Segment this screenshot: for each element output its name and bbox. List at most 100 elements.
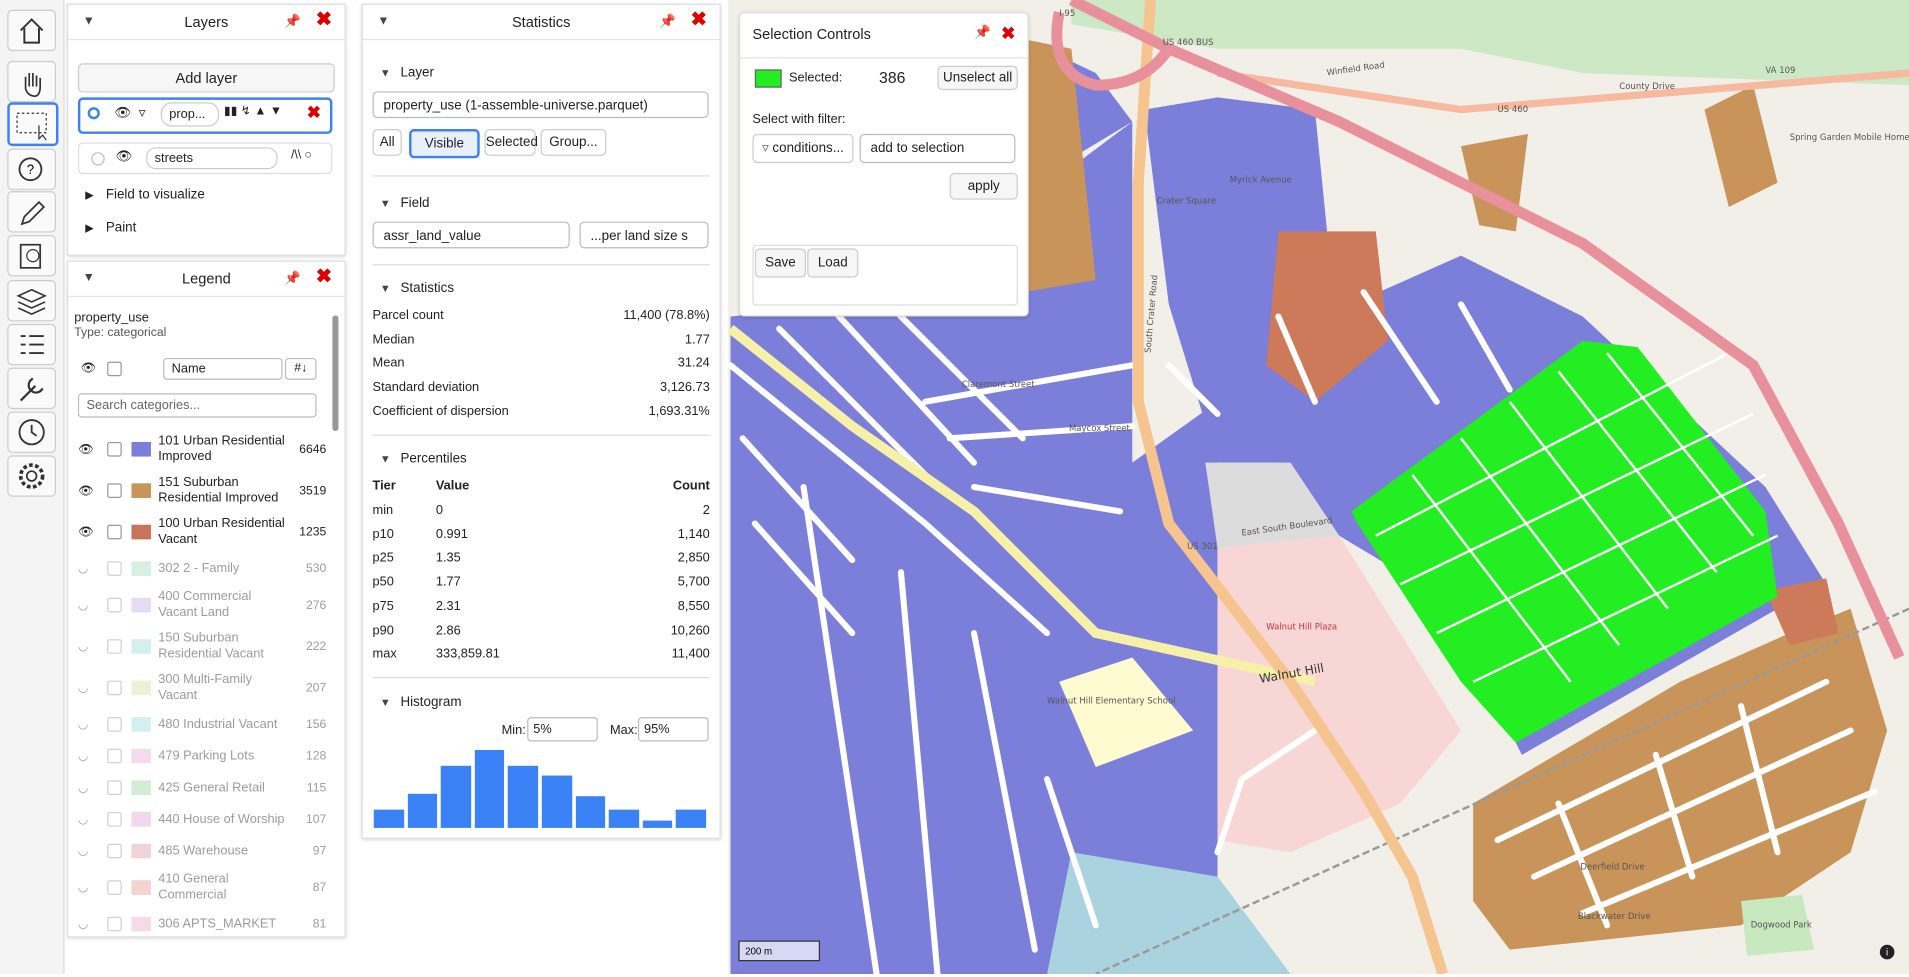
min-input[interactable]: 5%	[527, 717, 598, 742]
legend-tool[interactable]	[7, 323, 57, 366]
eye-icon[interactable]: 👁	[80, 361, 96, 375]
legend-row[interactable]: ◡ 400 Commercial Vacant Land 276	[68, 584, 329, 625]
close-button[interactable]: ✖	[1001, 23, 1016, 43]
eye-icon[interactable]: 👁	[77, 442, 94, 456]
legend-row[interactable]: ◡ 479 Parking Lots 128	[68, 740, 329, 772]
layer-icons[interactable]: ▮▮ ↯ ▲ ▼	[224, 104, 282, 119]
checkbox[interactable]	[107, 361, 122, 377]
eye-icon[interactable]: ◡	[77, 717, 89, 732]
field-select[interactable]: assr_land_value	[372, 221, 570, 249]
eye-icon[interactable]: 👁	[115, 149, 133, 165]
checkbox[interactable]	[107, 561, 122, 576]
filter-button[interactable]: Group...	[540, 129, 607, 156]
eye-icon[interactable]: ◡	[77, 681, 89, 695]
name-filter[interactable]: Name	[163, 357, 283, 380]
legend-row[interactable]: ◡ 302 2 - Family 530	[68, 553, 329, 585]
legend-row[interactable]: ◡ 440 House of Worship 107	[68, 804, 329, 836]
legend-row[interactable]: 👁 101 Urban Residential Improved 6646	[68, 429, 329, 470]
section-title[interactable]: Layer	[380, 66, 434, 81]
select-tool[interactable]	[7, 102, 59, 147]
eye-icon[interactable]: ◡	[77, 561, 89, 576]
section-title[interactable]: Percentiles	[380, 452, 466, 467]
layers-tool[interactable]	[7, 280, 57, 322]
section-toggle[interactable]: ▶ Field to visualize	[85, 187, 205, 203]
section-title[interactable]: Histogram	[380, 695, 461, 710]
settings-tool[interactable]	[7, 455, 57, 497]
layer-name[interactable]: prop...	[160, 102, 220, 127]
load-button[interactable]: Load	[807, 248, 859, 278]
checkbox[interactable]	[107, 441, 122, 457]
pin-icon[interactable]: 📌	[974, 25, 992, 41]
max-input[interactable]: 95%	[637, 717, 709, 742]
checkbox[interactable]	[107, 843, 122, 859]
sort-button[interactable]: #↓	[284, 357, 317, 380]
legend-row[interactable]: ◡ 300 Multi-Family Vacant 207	[68, 667, 329, 708]
legend-row[interactable]: ◡ 480 Industrial Vacant 156	[68, 709, 329, 741]
checkbox[interactable]	[107, 717, 122, 732]
radio[interactable]	[87, 107, 100, 120]
section-title[interactable]: Field	[380, 196, 429, 211]
section-toggle[interactable]: ▶ Paint	[85, 220, 137, 235]
checkbox[interactable]	[107, 880, 122, 895]
eye-icon[interactable]: ◡	[77, 844, 89, 858]
eye-icon[interactable]: 👁	[77, 483, 94, 498]
mode-select[interactable]: add to selection	[859, 133, 1016, 164]
legend-row[interactable]: ◡ 306 APTS_MARKET 81	[68, 908, 329, 936]
checkbox[interactable]	[107, 780, 122, 796]
radio[interactable]	[91, 152, 105, 166]
legend-row[interactable]: ◡ 425 General Retail 115	[68, 772, 329, 804]
eye-icon[interactable]: ◡	[77, 598, 89, 612]
section-title[interactable]: Statistics	[380, 281, 454, 296]
eye-icon[interactable]: ◡	[77, 639, 89, 654]
layer-select[interactable]: property_use (1-assemble-universe.parque…	[372, 91, 709, 119]
layer-name[interactable]: streets	[146, 147, 278, 170]
filter-button[interactable]: Selected	[484, 129, 538, 156]
filter-button[interactable]: Visible	[409, 129, 480, 159]
checkbox[interactable]	[107, 524, 122, 540]
info-button[interactable]	[1879, 944, 1895, 960]
apply-button[interactable]: apply	[949, 172, 1018, 200]
unselect-button[interactable]: Unselect all	[937, 65, 1018, 91]
close-button[interactable]: ✖	[690, 9, 708, 31]
eye-icon[interactable]: ◡	[77, 781, 89, 795]
layer-row[interactable]: 👁 ▿ prop... ▮▮ ↯ ▲ ▼ ✖	[77, 97, 333, 134]
filter-icon[interactable]: ▿	[138, 105, 146, 121]
home-tool[interactable]	[7, 9, 57, 52]
checkbox[interactable]	[107, 916, 122, 932]
remove-layer[interactable]: ✖	[306, 102, 322, 122]
checkbox[interactable]	[107, 748, 122, 764]
compare-tool[interactable]	[7, 234, 57, 277]
eye-icon[interactable]: ◡	[77, 880, 89, 895]
analysis-tool[interactable]	[7, 367, 57, 410]
close-button[interactable]: ✖	[315, 9, 333, 31]
filter-button[interactable]: All	[372, 129, 402, 156]
eye-icon[interactable]: 👁	[114, 105, 132, 121]
save-button[interactable]: Save	[754, 248, 806, 278]
close-button[interactable]: ✖	[315, 266, 333, 288]
legend-row[interactable]: ◡ 485 Warehouse 97	[68, 835, 329, 867]
checkbox[interactable]	[107, 597, 122, 613]
checkbox[interactable]	[107, 483, 122, 498]
checkbox[interactable]	[107, 812, 122, 827]
eye-icon[interactable]: ◡	[77, 812, 89, 827]
add-layer-button[interactable]: Add layer	[77, 63, 335, 93]
eye-icon[interactable]: ◡	[77, 917, 89, 931]
checkbox[interactable]	[107, 680, 122, 696]
conditions-button[interactable]: ▿ conditions...	[752, 133, 854, 164]
draw-tool[interactable]	[7, 191, 57, 233]
legend-row[interactable]: 👁 100 Urban Residential Vacant 1235	[68, 511, 329, 552]
layer-row[interactable]: 👁 streets /\\ ○	[77, 142, 333, 175]
search-input[interactable]: Search categories...	[77, 393, 317, 418]
legend-row[interactable]: ◡ 150 Suburban Residential Vacant 222	[68, 626, 329, 667]
checkbox[interactable]	[107, 639, 122, 654]
pan-tool[interactable]	[7, 60, 57, 103]
eye-icon[interactable]: ◡	[77, 749, 89, 763]
time-tool[interactable]	[7, 411, 57, 453]
info-tool[interactable]: ?	[7, 148, 57, 190]
cell: 2	[702, 502, 710, 518]
legend-row[interactable]: 👁 151 Suburban Residential Improved 3519	[68, 470, 329, 511]
legend-row[interactable]: ◡ 410 General Commercial 87	[68, 867, 329, 908]
scrollbar[interactable]	[332, 315, 339, 431]
eye-icon[interactable]: 👁	[77, 525, 94, 539]
normalize-select[interactable]: ...per land size s	[579, 221, 709, 249]
